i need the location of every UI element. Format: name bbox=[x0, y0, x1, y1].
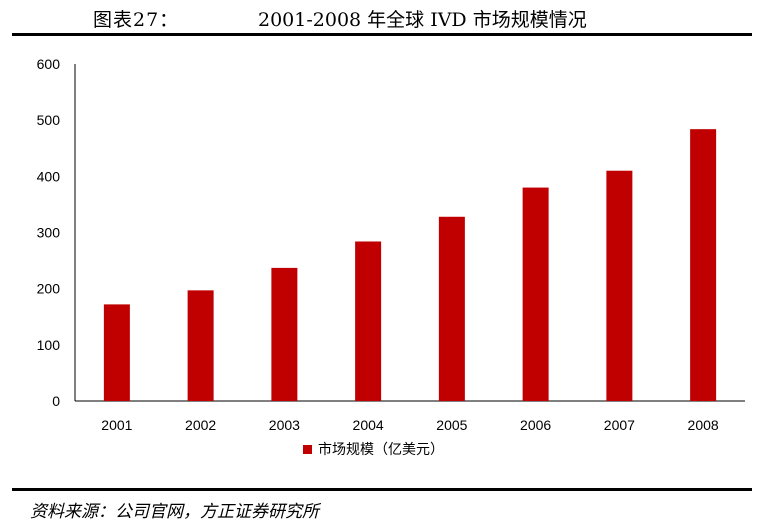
y-tick-label: 200 bbox=[37, 281, 61, 297]
x-tick-label: 2007 bbox=[604, 417, 635, 433]
bar-2003 bbox=[271, 267, 298, 401]
bar-2005 bbox=[438, 216, 465, 401]
figure-header: 图表27： 2001-2008 年全球 IVD 市场规模情况 bbox=[0, 0, 765, 34]
x-tick-label: 2006 bbox=[520, 417, 551, 433]
x-tick-label: 2001 bbox=[101, 417, 132, 433]
y-tick-label: 100 bbox=[37, 337, 61, 353]
figure-label: 图表27： bbox=[93, 9, 180, 31]
legend-label: 市场规模（亿美元） bbox=[318, 441, 444, 458]
bar-2004 bbox=[355, 241, 382, 401]
y-tick-label: 400 bbox=[37, 168, 61, 184]
legend-swatch bbox=[303, 445, 312, 454]
bar-2008 bbox=[690, 129, 717, 402]
top-rule bbox=[12, 33, 752, 36]
bar-chart: 0 100 200 300 400 500 600 2001 2002 2003 2004 2005 2… bbox=[37, 56, 745, 458]
x-tick-label: 2008 bbox=[688, 417, 719, 433]
x-tick-label: 2005 bbox=[436, 417, 467, 433]
bottom-rule bbox=[12, 488, 752, 491]
x-tick-label: 2004 bbox=[353, 417, 384, 433]
y-tick-label: 300 bbox=[37, 225, 61, 241]
bar-2002 bbox=[187, 290, 214, 401]
x-tick-label: 2002 bbox=[185, 417, 216, 433]
y-tick-label: 500 bbox=[37, 112, 61, 128]
bar-2006 bbox=[522, 187, 549, 401]
bar-2001 bbox=[103, 304, 130, 401]
bar-2007 bbox=[606, 170, 633, 401]
chart-title: 2001-2008 年全球 IVD 市场规模情况 bbox=[258, 9, 587, 31]
y-tick-label: 600 bbox=[37, 56, 61, 72]
x-tick-label: 2003 bbox=[269, 417, 300, 433]
source-note: 资料来源：公司官网，方正证券研究所 bbox=[30, 502, 319, 522]
y-tick-label: 0 bbox=[52, 393, 60, 409]
